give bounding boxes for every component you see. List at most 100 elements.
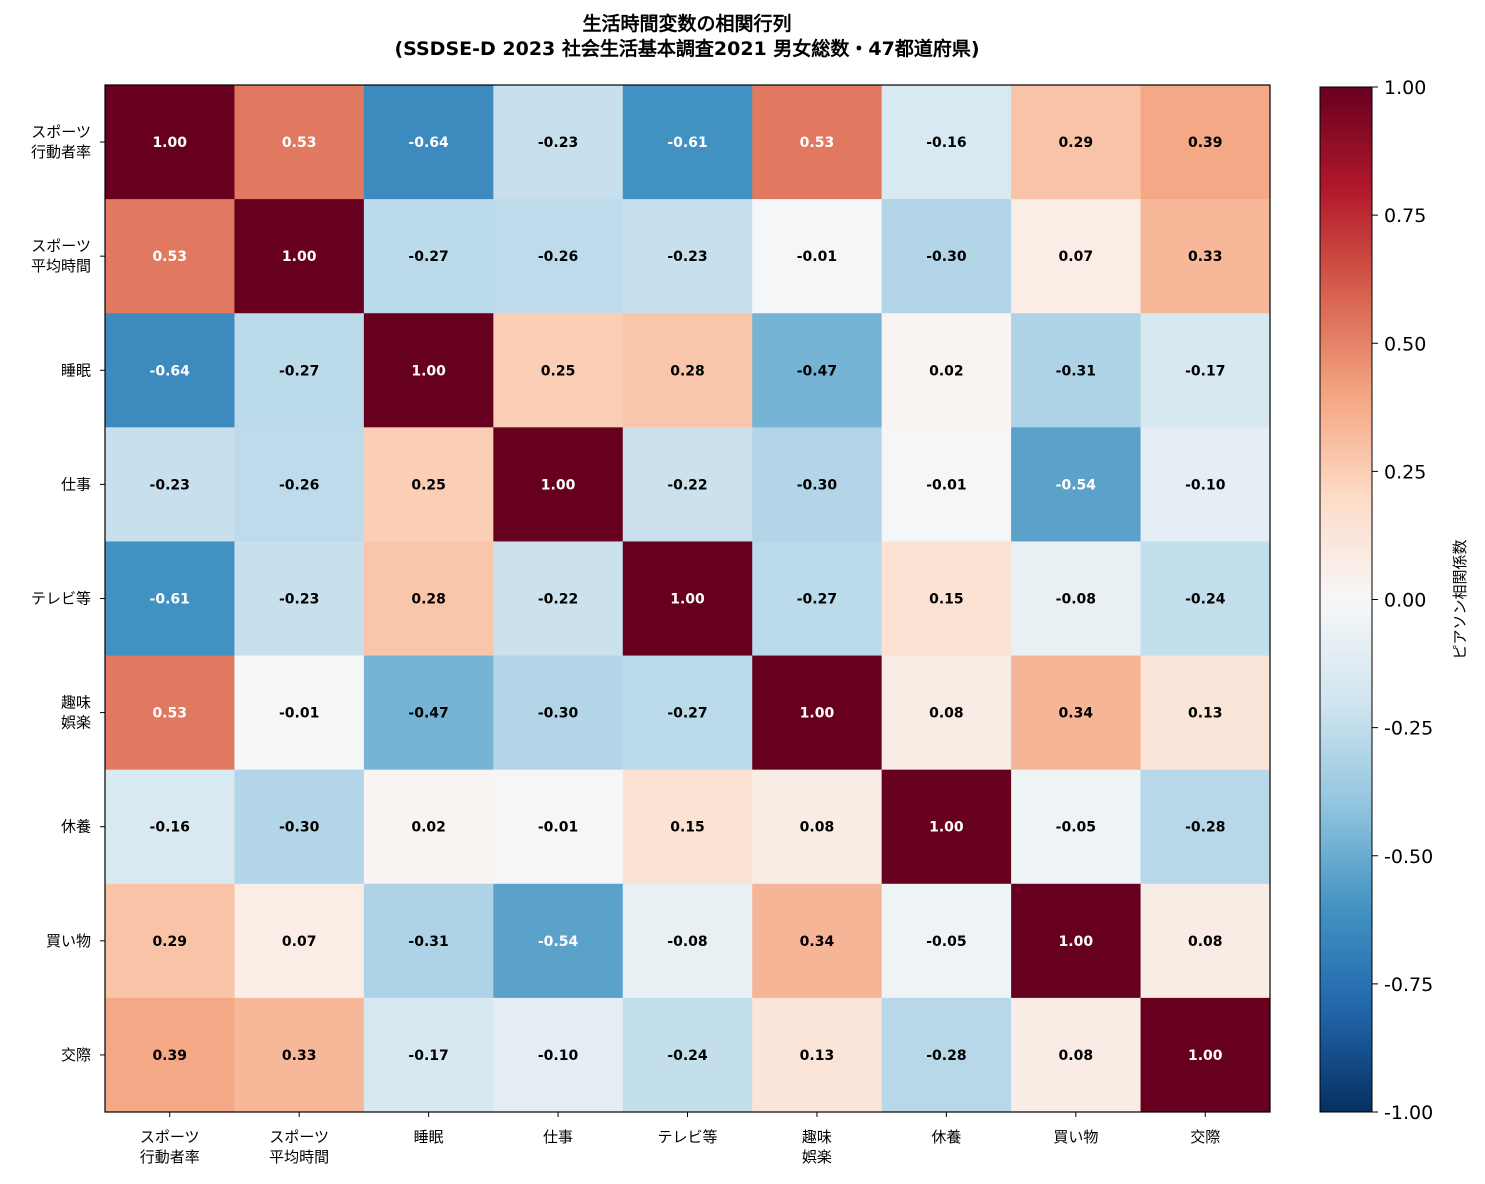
cell-value-label-r4-c8: -0.24 xyxy=(1185,592,1226,608)
heatmap-cell-r6-c3 xyxy=(493,769,624,885)
x-tick-label-8: 交際 xyxy=(1190,1128,1220,1146)
heatmap-cell-r7-c4 xyxy=(622,883,753,999)
chart-title-line-1: 生活時間変数の相関行列 xyxy=(582,12,791,35)
cell-value-label-r2-c7: -0.31 xyxy=(1056,363,1096,379)
heatmap-cell-r3-c0 xyxy=(105,427,235,542)
cell-value-label-r2-c1: -0.27 xyxy=(279,363,319,379)
heatmap-cell-r8-c6 xyxy=(881,997,1012,1113)
heatmap-cell-r8-c1 xyxy=(234,997,365,1113)
heatmap-cell-r7-c0 xyxy=(105,883,235,999)
cell-value-label-r4-c7: -0.08 xyxy=(1056,592,1096,608)
heatmap-cell-r2-c6 xyxy=(881,313,1012,428)
y-tick-label-7: 買い物 xyxy=(46,932,91,950)
heatmap-cell-r0-c4 xyxy=(622,85,753,200)
cell-value-label-r1-c2: -0.27 xyxy=(408,249,448,265)
cell-value-label-r1-c0: 0.53 xyxy=(152,249,187,265)
cell-value-label-r2-c3: 0.25 xyxy=(541,363,576,379)
heatmap-cell-r1-c6 xyxy=(881,199,1012,314)
heatmap-cell-r2-c5 xyxy=(752,313,883,428)
heatmap-cell-r5-c5 xyxy=(752,655,883,771)
cell-value-label-r7-c4: -0.08 xyxy=(667,934,707,950)
cell-value-label-r3-c6: -0.01 xyxy=(926,477,966,493)
heatmap-cell-r3-c6 xyxy=(881,427,1012,542)
heatmap-cell-r6-c6 xyxy=(881,769,1012,885)
cell-value-label-r0-c5: 0.53 xyxy=(800,135,835,151)
y-tick-label-4: テレビ等 xyxy=(31,590,91,608)
cell-value-label-r2-c0: -0.64 xyxy=(150,363,191,379)
cell-value-label-r0-c8: 0.39 xyxy=(1188,135,1223,151)
y-tick-label-5: 趣味娯楽 xyxy=(61,694,91,732)
heatmap-cell-r3-c3 xyxy=(493,427,624,542)
cell-value-label-r6-c7: -0.05 xyxy=(1056,820,1096,836)
heatmap-cell-r6-c0 xyxy=(105,769,235,885)
cell-value-label-r0-c0: 1.00 xyxy=(152,135,187,151)
heatmap-cell-r0-c0 xyxy=(105,85,235,200)
heatmap-cell-r2-c4 xyxy=(622,313,753,428)
heatmap-cell-r4-c5 xyxy=(752,541,883,657)
cell-value-label-r0-c6: -0.16 xyxy=(926,135,966,151)
cell-value-label-r2-c4: 0.28 xyxy=(670,363,705,379)
colorbar-label: ピアソン相関係数 xyxy=(1451,539,1469,659)
y-tick-label-1: スポーツ平均時間 xyxy=(31,237,91,275)
x-tick-label-7: 買い物 xyxy=(1053,1128,1098,1146)
heatmap-cells xyxy=(105,85,1271,1113)
cell-value-label-r1-c8: 0.33 xyxy=(1188,249,1223,265)
cell-value-label-r3-c4: -0.22 xyxy=(667,477,707,493)
cell-value-label-r6-c1: -0.30 xyxy=(279,820,320,836)
cell-value-label-r0-c7: 0.29 xyxy=(1059,135,1094,151)
cell-value-label-r2-c2: 1.00 xyxy=(411,363,446,379)
heatmap-cell-r7-c2 xyxy=(363,883,494,999)
heatmap-cell-r6-c8 xyxy=(1140,769,1271,885)
x-tick-label-6: 休養 xyxy=(931,1128,961,1146)
cell-value-label-r8-c6: -0.28 xyxy=(926,1048,966,1064)
heatmap-cell-r8-c0 xyxy=(105,997,235,1113)
heatmap-cell-r0-c1 xyxy=(234,85,365,200)
heatmap-cell-r5-c1 xyxy=(234,655,365,771)
heatmap-cell-r6-c2 xyxy=(363,769,494,885)
cell-value-label-r3-c5: -0.30 xyxy=(797,477,838,493)
cell-value-label-r7-c3: -0.54 xyxy=(538,934,579,950)
colorbar-tick-label-5: 0.25 xyxy=(1384,461,1426,483)
heatmap-cell-r3-c2 xyxy=(363,427,494,542)
cell-value-label-r1-c6: -0.30 xyxy=(926,249,967,265)
cell-value-label-r7-c2: -0.31 xyxy=(408,934,448,950)
cell-value-label-r5-c0: 0.53 xyxy=(152,706,187,722)
cell-value-label-r6-c6: 1.00 xyxy=(929,820,964,836)
colorbar-tick-label-1: -0.75 xyxy=(1384,974,1433,996)
cell-value-label-r7-c8: 0.08 xyxy=(1188,934,1223,950)
cell-value-label-r5-c6: 0.08 xyxy=(929,706,964,722)
cell-value-label-r4-c5: -0.27 xyxy=(797,592,837,608)
cell-value-label-r7-c0: 0.29 xyxy=(152,934,187,950)
heatmap-cell-r5-c8 xyxy=(1140,655,1271,771)
cell-value-label-r0-c2: -0.64 xyxy=(408,135,449,151)
heatmap-cell-r6-c4 xyxy=(622,769,753,885)
heatmap-cell-r3-c5 xyxy=(752,427,883,542)
heatmap-cell-r4-c0 xyxy=(105,541,235,657)
cell-value-label-r6-c2: 0.02 xyxy=(411,820,446,836)
heatmap-cell-r0-c7 xyxy=(1011,85,1142,200)
heatmap-cell-r0-c6 xyxy=(881,85,1012,200)
heatmap-cell-r0-c5 xyxy=(752,85,883,200)
heatmap-cell-r4-c8 xyxy=(1140,541,1271,657)
heatmap-cell-r1-c4 xyxy=(622,199,753,314)
cell-value-label-r1-c1: 1.00 xyxy=(282,249,317,265)
y-tick-label-2: 睡眠 xyxy=(61,361,91,379)
heatmap-cell-r1-c2 xyxy=(363,199,494,314)
heatmap-cell-r0-c8 xyxy=(1140,85,1271,200)
y-tick-label-6: 休養 xyxy=(61,818,91,836)
x-tick-label-4: テレビ等 xyxy=(657,1128,717,1146)
heatmap-cell-r5-c7 xyxy=(1011,655,1142,771)
heatmap-cell-r8-c8 xyxy=(1140,997,1271,1113)
cell-value-label-r1-c5: -0.01 xyxy=(797,249,837,265)
x-tick-label-1: スポーツ平均時間 xyxy=(269,1128,329,1166)
y-tick-label-0: スポーツ行動者率 xyxy=(31,123,91,161)
cell-value-label-r7-c6: -0.05 xyxy=(926,934,966,950)
heatmap-cell-r5-c3 xyxy=(493,655,624,771)
cell-value-label-r1-c3: -0.26 xyxy=(538,249,578,265)
colorbar-tick-label-2: -0.50 xyxy=(1384,846,1433,868)
cell-value-label-r4-c2: 0.28 xyxy=(411,592,446,608)
heatmap-cell-r0-c3 xyxy=(493,85,624,200)
heatmap-cell-r6-c5 xyxy=(752,769,883,885)
cell-value-label-r6-c3: -0.01 xyxy=(538,820,578,836)
